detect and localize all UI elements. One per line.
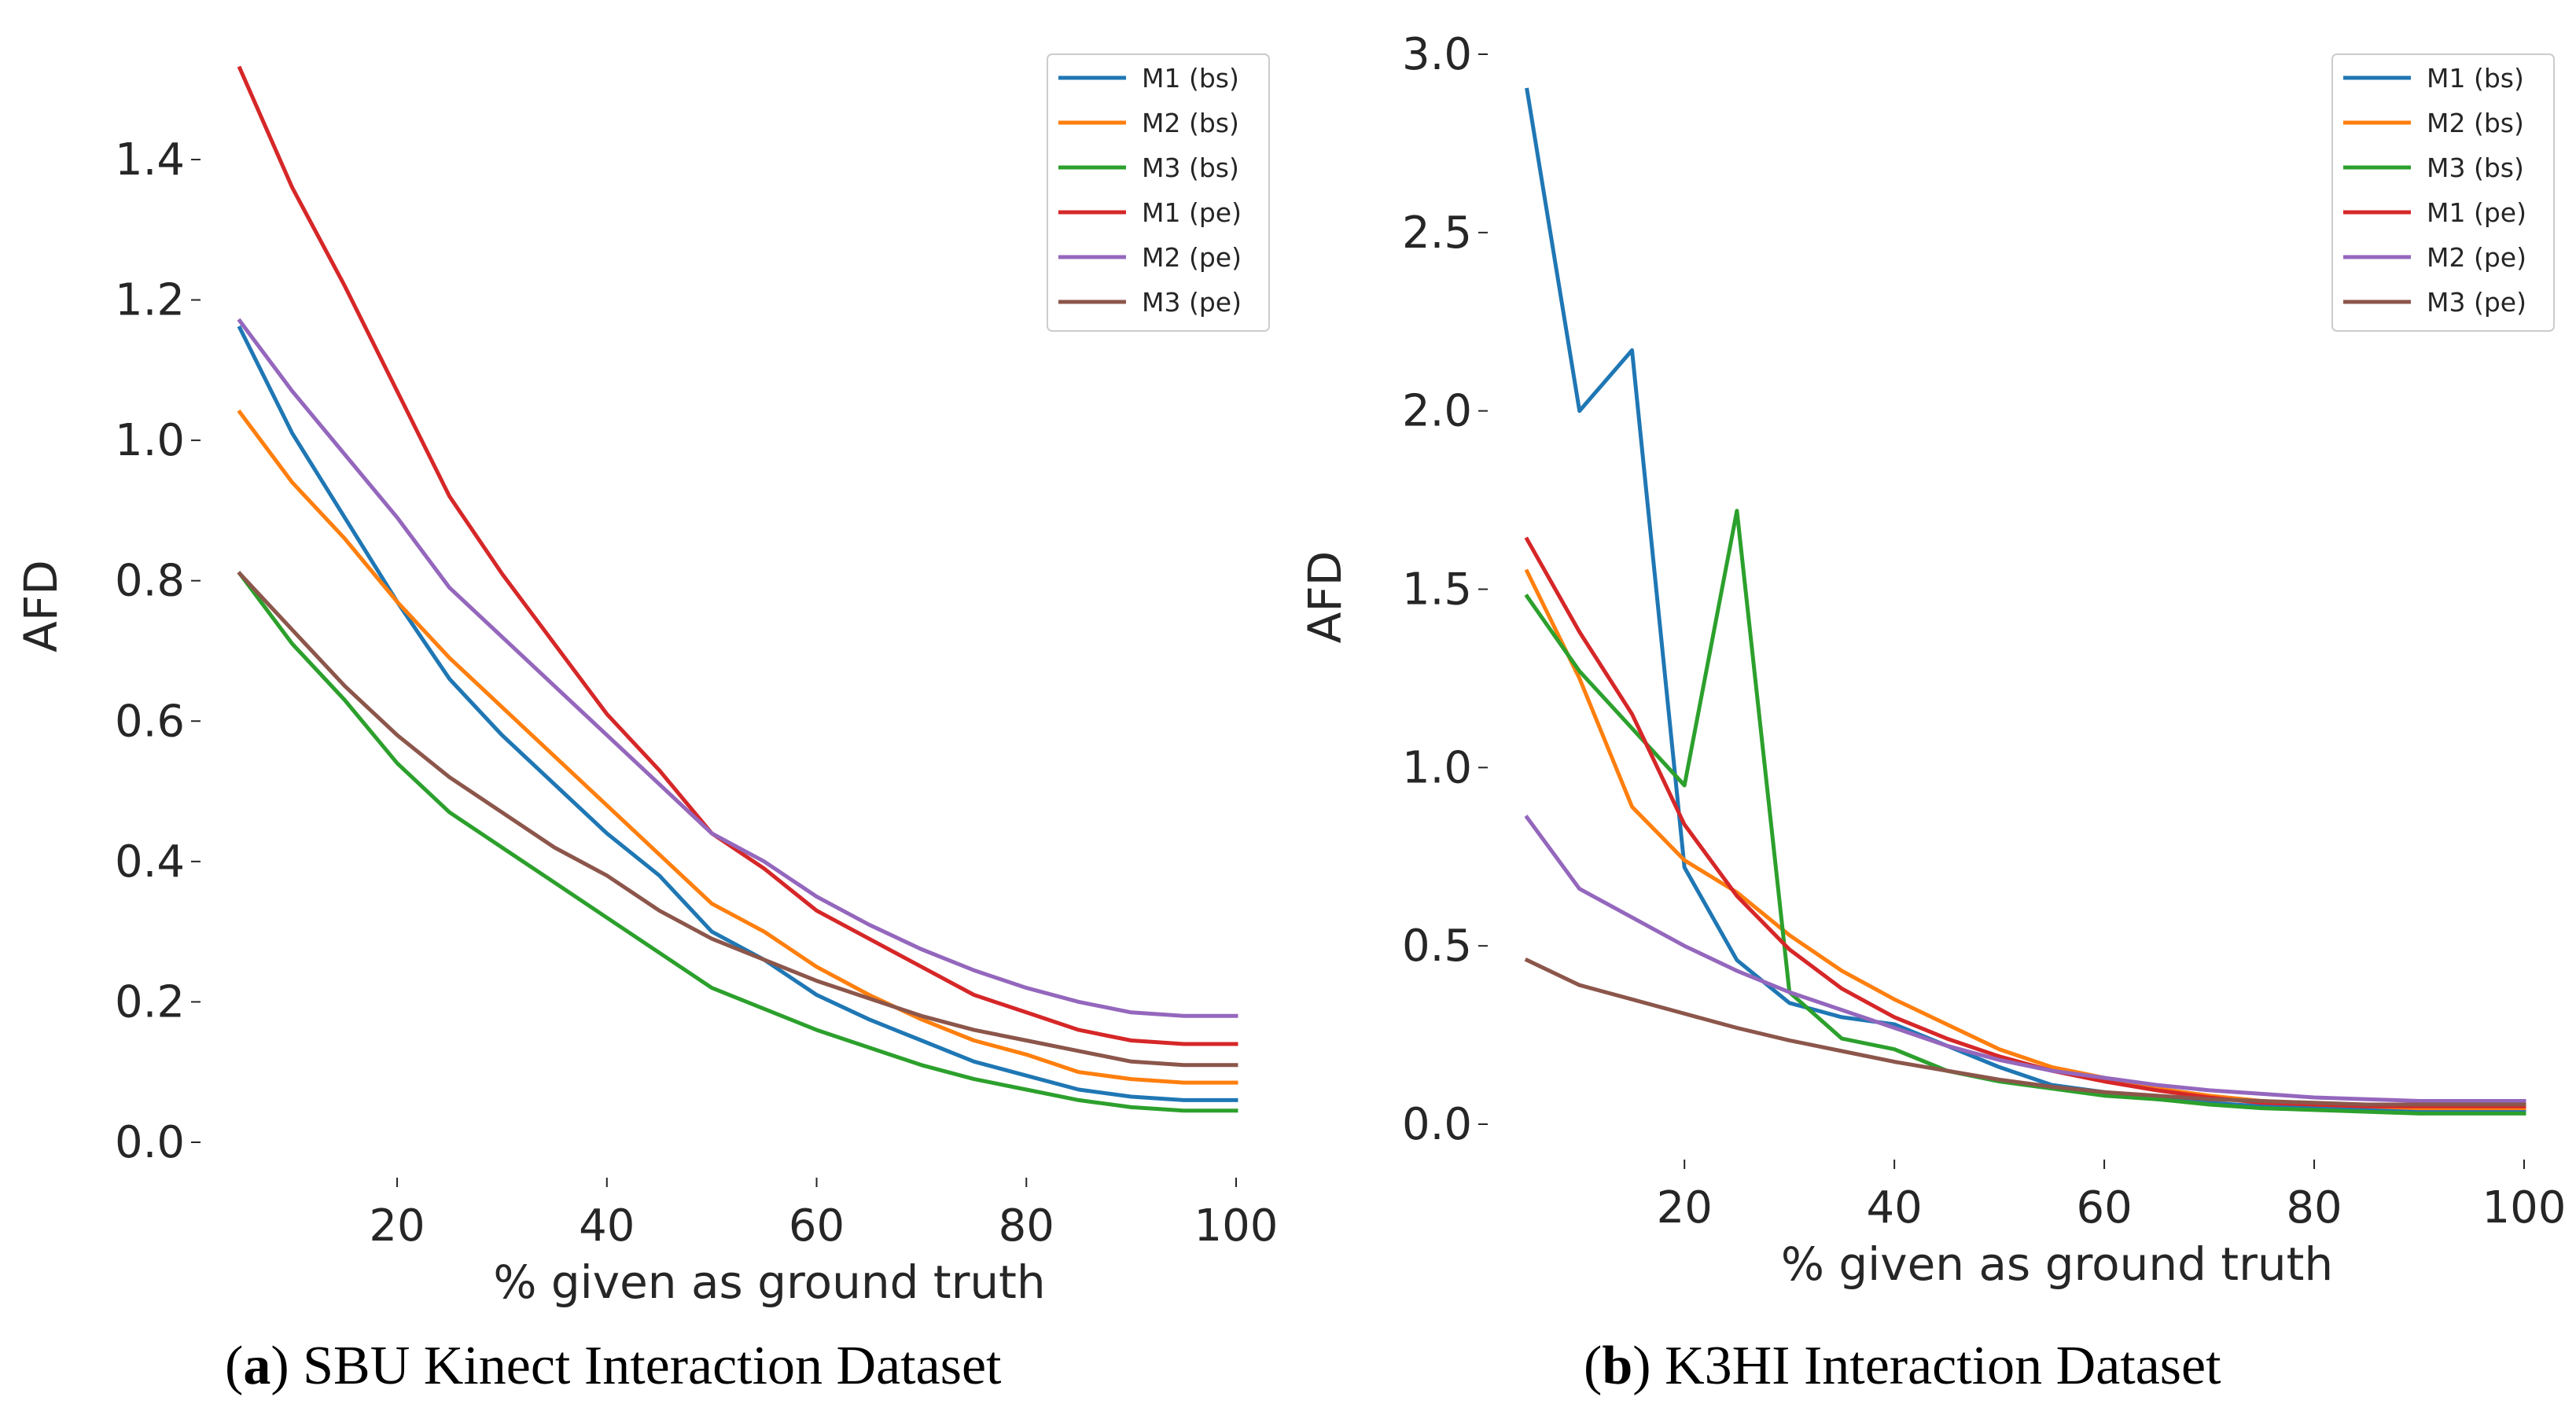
series-line-1 — [237, 325, 1238, 1102]
series-line-6 — [1524, 957, 2526, 1107]
x-tick-label: 60 — [789, 1200, 845, 1252]
legend: M1 (bs) M2 (bs) M3 (bs) M1 (pe) M2 (pe) M3 (p… — [1047, 53, 1270, 332]
y-tick-label: 0.6 — [115, 696, 185, 747]
series-line-2 — [1524, 568, 2526, 1111]
y-tick-label: 1.0 — [1402, 742, 1472, 793]
y-tick-label: 1.2 — [115, 275, 185, 326]
legend-label: M2 (pe) — [2427, 242, 2526, 273]
caption-paren-open: ( — [225, 1336, 243, 1396]
y-axis-label: AFD — [1298, 551, 1352, 644]
x-tick-label: 80 — [999, 1200, 1054, 1252]
series-line-4 — [237, 65, 1238, 1046]
caption-letter: b — [1602, 1336, 1632, 1396]
y-tick-label: 2.0 — [1402, 386, 1472, 437]
x-tick-label: 100 — [1194, 1200, 1279, 1252]
legend: M1 (bs) M2 (bs) M3 (bs) M1 (pe) M2 (pe) M3 (p… — [2331, 53, 2555, 332]
x-axis-label: % given as ground truth — [493, 1255, 1045, 1309]
legend-label: M1 (bs) — [1142, 63, 1239, 94]
y-tick-label: 0.5 — [1402, 921, 1472, 972]
legend-label: M3 (bs) — [1142, 153, 1239, 183]
y-tick-label: 0.0 — [115, 1117, 185, 1168]
chart-panel-2: 0.0 0.5 1.0 1.5 2.0 2.5 3.0 20 40 60 80 100 % given … — [1298, 29, 2566, 1396]
series-line-5 — [1524, 814, 2526, 1103]
series-line-2 — [237, 409, 1238, 1085]
legend-label: M2 (bs) — [1142, 108, 1239, 138]
y-tick-label: 3.0 — [1402, 29, 1472, 80]
y-tick-label: 0.4 — [115, 836, 185, 888]
x-tick-label: 100 — [2482, 1182, 2567, 1233]
legend-label: M3 (bs) — [2427, 153, 2524, 183]
legend-label: M1 (bs) — [2427, 63, 2524, 94]
y-tick-label: 0.2 — [115, 976, 185, 1027]
panel-caption: (b) K3HI Interaction Dataset — [1584, 1336, 2221, 1396]
caption-text: K3HI Interaction Dataset — [1651, 1336, 2222, 1396]
chart-panel-1: 0.0 0.2 0.4 0.6 0.8 1.0 1.2 1.4 20 40 60 80 100 % giv… — [14, 53, 1279, 1396]
caption-letter: a — [243, 1336, 270, 1396]
caption-paren-open: ( — [1584, 1336, 1602, 1396]
legend-label: M1 (pe) — [2427, 197, 2526, 228]
y-tick-label: 1.0 — [115, 415, 185, 466]
y-axis-label: AFD — [14, 560, 68, 653]
legend-label: M2 (bs) — [2427, 108, 2524, 138]
legend-label: M3 (pe) — [2427, 287, 2526, 318]
x-axis-label: % given as ground truth — [1781, 1237, 2333, 1291]
y-tick-label: 2.5 — [1402, 208, 1472, 259]
legend-label: M2 (pe) — [1142, 242, 1242, 273]
x-tick-label: 80 — [2286, 1182, 2342, 1233]
y-tick-label: 0.0 — [1402, 1099, 1472, 1150]
y-tick-label: 1.4 — [115, 134, 185, 186]
y-tick-label: 0.8 — [115, 556, 185, 607]
series-line-6 — [237, 571, 1238, 1068]
x-tick-label: 60 — [2076, 1182, 2132, 1233]
panel-caption: (a) SBU Kinect Interaction Dataset — [225, 1336, 1002, 1396]
series-line-4 — [1524, 536, 2526, 1108]
x-tick-label: 40 — [579, 1200, 635, 1252]
legend-label: M1 (pe) — [1142, 197, 1242, 228]
caption-text: SBU Kinect Interaction Dataset — [289, 1336, 1002, 1396]
legend-label: M3 (pe) — [1142, 287, 1242, 318]
y-tick-label: 1.5 — [1402, 564, 1472, 616]
series-line-5 — [237, 318, 1238, 1018]
caption-paren-close: ) — [1632, 1336, 1650, 1396]
x-tick-label: 20 — [1657, 1182, 1713, 1233]
x-tick-label: 40 — [1867, 1182, 1923, 1233]
caption-paren-close: ) — [270, 1336, 289, 1396]
x-tick-label: 20 — [369, 1200, 425, 1252]
series-line-3 — [237, 571, 1238, 1113]
